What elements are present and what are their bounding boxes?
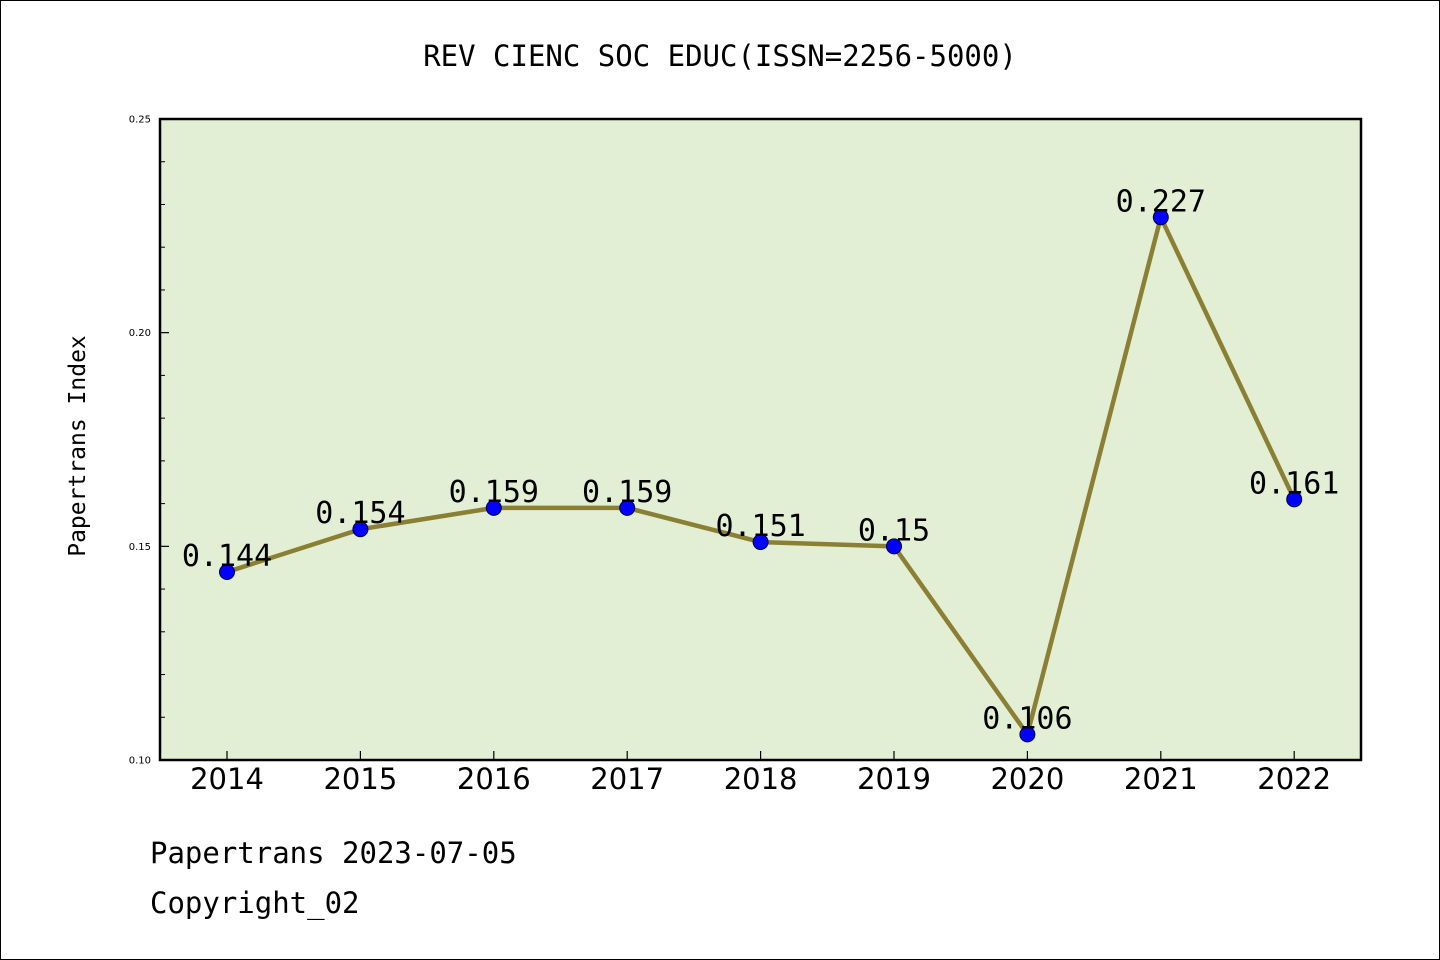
data-labels: 0.144 0.154 0.159 0.159 0.151 0.15 0.106 0.227 0… — [182, 184, 1340, 736]
y-tick-label: 0.10 — [129, 756, 151, 767]
x-tick-label: 2016 — [457, 762, 531, 796]
x-tick-label: 2019 — [857, 762, 931, 796]
x-tick-label: 2015 — [323, 762, 397, 796]
y-tick-label: 0.15 — [129, 542, 151, 553]
x-tick-label: 2022 — [1257, 762, 1331, 796]
data-point — [485, 499, 502, 516]
y-minor-ticks — [160, 161, 165, 718]
footer-date: Papertrans 2023-07-05 — [150, 836, 517, 870]
data-label: 0.151 — [715, 509, 805, 544]
data-label: 0.159 — [449, 475, 539, 510]
x-tick-label: 2014 — [190, 762, 264, 796]
data-point — [886, 538, 902, 555]
y-axis-label: Papertrans Index — [65, 335, 91, 557]
data-label: 0.15 — [858, 513, 930, 548]
data-point — [1152, 209, 1169, 226]
data-markers — [219, 209, 1303, 743]
x-axis-ticks: 2014 2015 2016 2017 2018 2019 2020 2021 2022 — [190, 751, 1331, 796]
y-tick-label: 0.20 — [129, 328, 151, 339]
x-tick-label: 2017 — [590, 762, 664, 796]
x-tick-label: 2021 — [1124, 762, 1198, 796]
y-tick-label: 0.25 — [129, 115, 151, 126]
data-point — [752, 534, 769, 551]
chart-title: REV CIENC SOC EDUC(ISSN=2256-5000) — [423, 39, 1017, 73]
y-axis-ticks: 0.10 0.15 0.20 0.25 — [129, 115, 169, 767]
data-label: 0.106 — [982, 701, 1072, 736]
data-point — [619, 499, 636, 516]
data-label: 0.154 — [315, 496, 405, 531]
footer-copyright: Copyright_02 — [150, 886, 360, 921]
data-point — [1286, 491, 1303, 508]
x-tick-label: 2020 — [990, 762, 1064, 796]
data-point — [1019, 726, 1036, 743]
x-tick-label: 2018 — [724, 762, 798, 796]
data-point — [352, 521, 369, 538]
data-label: 0.227 — [1116, 184, 1206, 219]
data-label: 0.159 — [582, 475, 672, 510]
data-label: 0.161 — [1249, 466, 1339, 501]
data-label: 0.144 — [182, 539, 272, 574]
data-point — [219, 563, 235, 580]
